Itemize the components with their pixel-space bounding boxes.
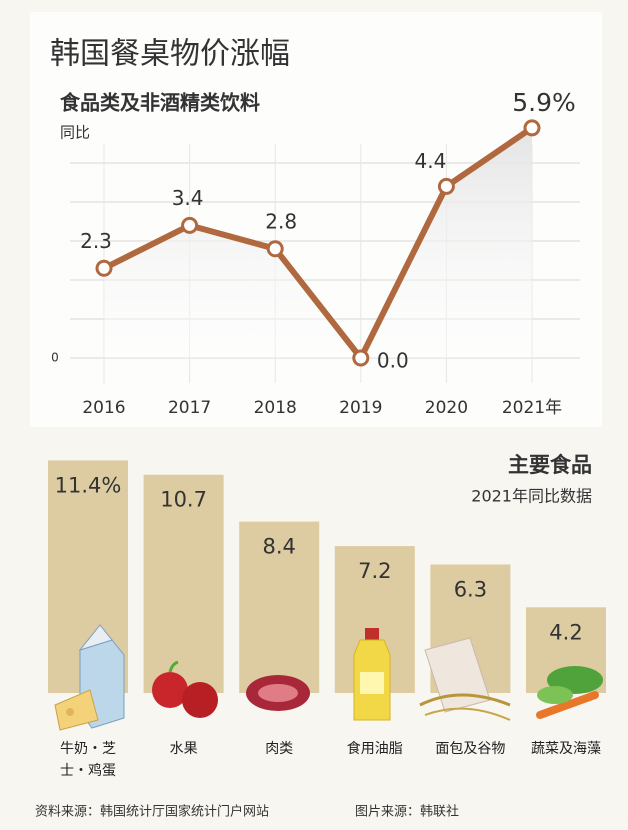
x-tick-label: 2021年 (502, 398, 562, 418)
category-label: 肉类 (265, 741, 294, 757)
value-label: 4.2 (549, 620, 582, 644)
x-tick-label: 2018 (254, 398, 297, 418)
icon-oil (353, 628, 391, 721)
point (352, 349, 370, 367)
point (523, 119, 541, 137)
value-label: 4.4 (414, 149, 446, 173)
category-label: 面包及谷物 (435, 741, 506, 757)
main-title: 韩国餐桌物价涨幅 (50, 37, 290, 72)
icon-meat (246, 675, 310, 711)
image-source: 图片来源：韩联社 (355, 804, 459, 820)
value-label: 7.2 (358, 559, 391, 583)
x-tick-label: 2016 (82, 398, 125, 418)
x-tick-label: 2017 (168, 398, 211, 418)
value-label: 5.9% (512, 88, 576, 117)
point (437, 177, 455, 195)
value-label: 0.0 (377, 349, 409, 373)
category-label: 蔬菜及海藻 (531, 741, 601, 757)
category-label: 牛奶・芝士・鸡蛋 (60, 741, 116, 779)
icon-dairy (54, 624, 125, 731)
point (266, 240, 284, 258)
point (181, 216, 199, 234)
bar (143, 474, 224, 693)
value-label: 10.7 (160, 488, 207, 512)
line-subtitle: 同比 (60, 124, 90, 142)
line-title: 食品类及非酒精类饮料 (60, 91, 260, 115)
icon-grain (419, 637, 511, 721)
bar-title: 主要食品 (508, 453, 592, 477)
category-label: 水果 (169, 741, 198, 757)
source: 资料来源：韩国统计厅国家统计门户网站 (35, 804, 269, 820)
bar-subtitle: 2021年同比数据 (471, 487, 592, 506)
icon-fruit (152, 660, 218, 718)
area (104, 127, 532, 359)
icon-vegetable (536, 666, 603, 719)
bar (239, 521, 320, 693)
value-label: 2.8 (265, 209, 297, 233)
value-label: 11.4% (55, 473, 122, 497)
line (102, 125, 534, 361)
value-label: 6.3 (454, 577, 487, 601)
value-label: 3.4 (172, 186, 204, 210)
point (95, 259, 113, 277)
x-tick-label: 2020 (425, 398, 468, 418)
value-label: 2.3 (80, 229, 112, 253)
value-label: 8.4 (262, 535, 295, 559)
x-tick-label: 2019 (339, 398, 382, 418)
y-tick-label: 0 (51, 351, 59, 365)
category-label: 食用油脂 (346, 741, 403, 757)
line-chart: 0 2016 2017 2018 2019 2020 2021年 2.3 3.4 2.8 0.0 4.… (51, 88, 580, 418)
